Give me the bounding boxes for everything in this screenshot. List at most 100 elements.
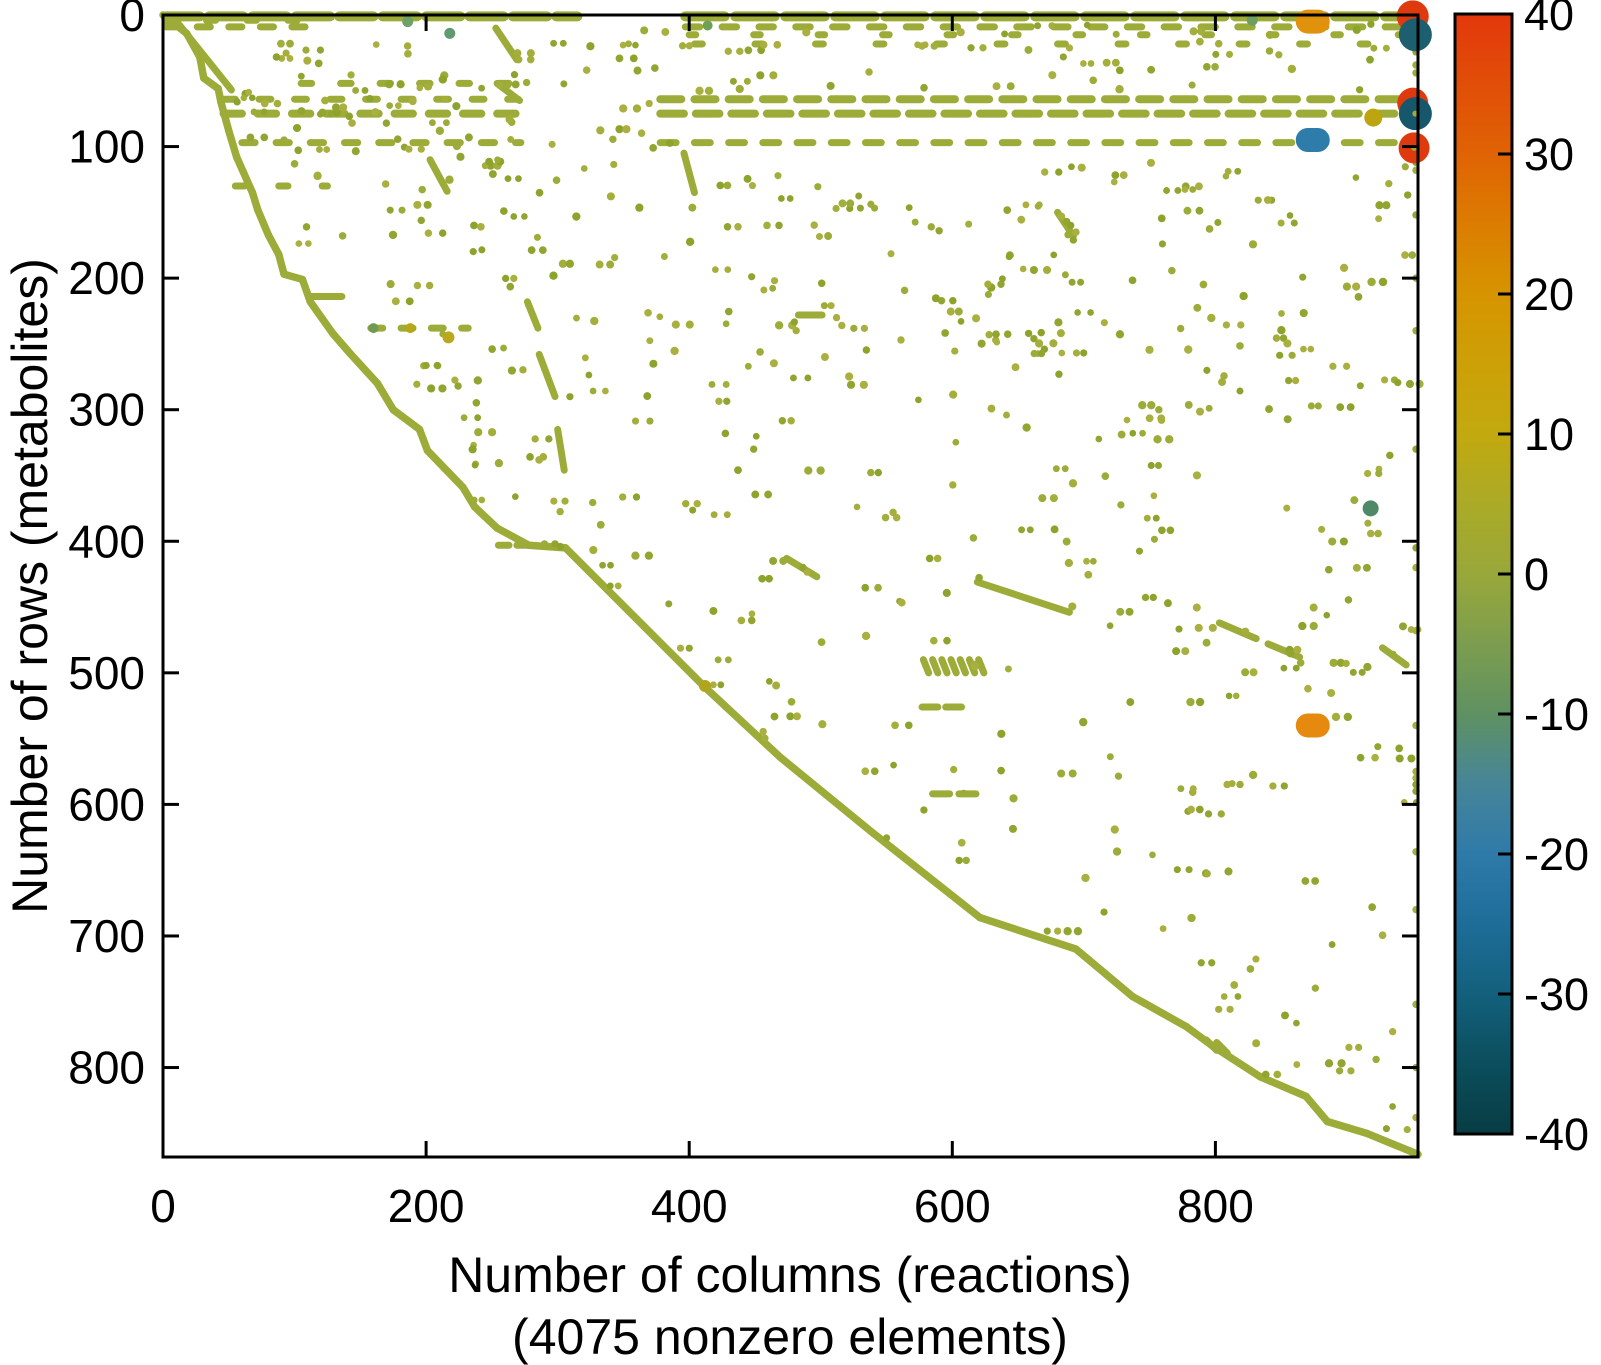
matrix-dot — [1163, 187, 1171, 194]
matrix-dot — [606, 260, 615, 269]
special-marker-dot — [442, 331, 455, 344]
x-axis-label: Number of columns (reactions) — [448, 1247, 1132, 1303]
matrix-dot — [890, 761, 897, 769]
matrix-dot — [832, 204, 840, 213]
matrix-dot — [1189, 27, 1198, 36]
matrix-dot — [769, 284, 777, 292]
matrix-dot — [748, 182, 756, 190]
matrix-dot — [724, 266, 732, 273]
matrix-dot — [775, 221, 783, 230]
matrix-dot — [774, 321, 784, 330]
matrix-dot — [495, 81, 504, 89]
matrix-dot — [1220, 372, 1228, 380]
matrix-dot — [1173, 866, 1181, 874]
matrix-dot — [649, 144, 657, 152]
matrix-dot — [581, 354, 589, 362]
matrix-dot — [1084, 570, 1093, 579]
matrix-dot — [747, 616, 756, 625]
matrix-dot — [625, 40, 632, 48]
matrix-dot — [777, 195, 785, 202]
matrix-dot — [676, 644, 685, 652]
matrix-dot — [382, 119, 391, 127]
matrix-dot — [1145, 414, 1154, 423]
matrix-dot — [1158, 240, 1167, 248]
matrix-dot — [1087, 60, 1095, 67]
matrix-dot — [1205, 404, 1213, 412]
matrix-dot — [1157, 214, 1166, 223]
matrix-dot — [956, 28, 965, 37]
matrix-dot — [535, 456, 544, 464]
matrix-dot — [510, 213, 518, 220]
matrix-dot — [1184, 401, 1193, 409]
matrix-dot — [1112, 30, 1120, 38]
matrix-dot — [438, 75, 447, 84]
matrix-diag-dash — [554, 425, 568, 474]
matrix-dot — [977, 339, 986, 348]
matrix-dot — [1265, 30, 1274, 39]
matrix-diag-dash — [929, 656, 942, 677]
plot-border — [161, 13, 1420, 1159]
matrix-dot — [1298, 621, 1307, 631]
matrix-dot — [347, 71, 355, 79]
matrix-dot — [1403, 1126, 1411, 1134]
matrix-dot — [1048, 22, 1056, 30]
matrix-dot — [607, 561, 614, 569]
matrix-dot — [920, 806, 928, 814]
matrix-dot — [1339, 537, 1348, 546]
matrix-dot — [610, 160, 618, 169]
matrix-dot — [1343, 362, 1351, 370]
matrix-dot — [433, 361, 441, 370]
matrix-dot — [550, 39, 558, 47]
matrix-dot — [967, 44, 975, 52]
matrix-dot — [248, 94, 256, 102]
matrix-dot — [1057, 212, 1066, 220]
matrix-dot — [1234, 167, 1242, 175]
matrix-dot — [1188, 81, 1196, 89]
matrix-dot — [1296, 659, 1305, 667]
matrix-diagonal — [232, 153, 257, 197]
matrix-dot — [1003, 330, 1012, 339]
matrix-diagonal — [1323, 1117, 1371, 1138]
matrix-dot — [526, 453, 534, 461]
matrix-dot — [559, 39, 567, 47]
matrix-dot — [1049, 494, 1058, 503]
matrix-dot — [424, 229, 433, 237]
matrix-dot — [723, 181, 732, 190]
matrix-dot — [770, 277, 779, 285]
matrix-dot — [313, 171, 322, 181]
matrix-dot — [678, 42, 687, 50]
matrix-dot — [1195, 206, 1204, 215]
matrix-dot — [734, 466, 742, 474]
matrix-dot — [1269, 782, 1277, 790]
matrix-dot — [500, 207, 508, 215]
matrix-dot — [339, 103, 348, 112]
matrix-dot — [716, 181, 725, 190]
matrix-dot — [1352, 563, 1361, 572]
matrix-dot — [1106, 622, 1114, 630]
matrix-diag-dash — [938, 656, 951, 677]
y-tick-label: 400 — [68, 515, 145, 567]
matrix-dot — [717, 681, 725, 689]
matrix-dot — [427, 384, 436, 393]
matrix-dot — [1037, 328, 1046, 337]
matrix-dot — [646, 337, 654, 345]
y-tick-label: 0 — [119, 0, 145, 41]
matrix-dot — [338, 232, 347, 240]
matrix-dot — [405, 145, 413, 153]
matrix-dot — [297, 107, 306, 116]
matrix-dot — [1055, 370, 1063, 378]
matrix-dot — [280, 136, 288, 144]
matrix-dot — [423, 200, 432, 209]
matrix-dot — [515, 175, 522, 182]
matrix-dot — [521, 213, 528, 220]
matrix-dot — [1203, 870, 1211, 878]
matrix-dot — [596, 520, 605, 529]
matrix-dot — [758, 574, 766, 583]
matrix-dot — [997, 280, 1005, 288]
matrix-dot — [1079, 717, 1088, 727]
matrix-dot — [1175, 625, 1183, 633]
matrix-dot — [1192, 471, 1202, 480]
matrix-dot — [1374, 743, 1382, 751]
matrix-dot — [861, 583, 870, 592]
matrix-dot — [1072, 228, 1080, 236]
